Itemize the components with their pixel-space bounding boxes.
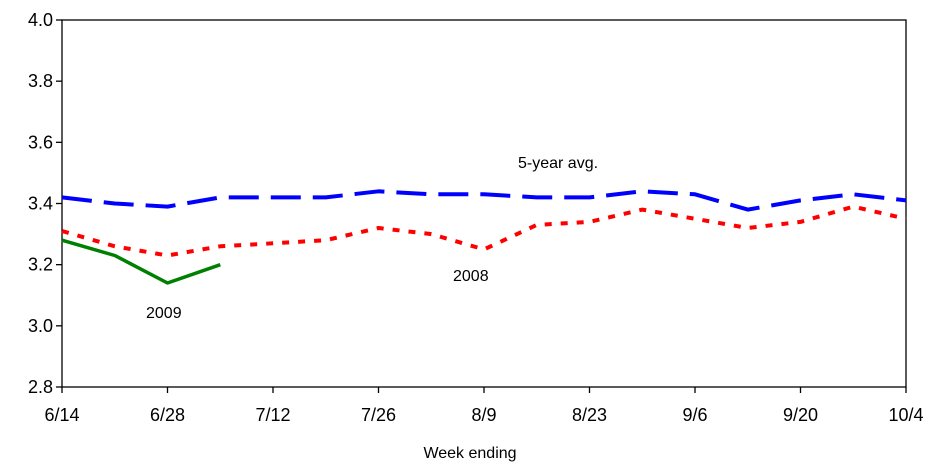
series-line-2008 <box>61 204 907 258</box>
series-lines <box>61 189 907 285</box>
series-label-2009: 2009 <box>146 305 182 322</box>
x-tick-label: 7/26 <box>361 405 396 425</box>
y-tick-label: 3.6 <box>28 132 53 152</box>
x-tick-label: 9/20 <box>783 405 818 425</box>
x-tick-label: 6/28 <box>150 405 185 425</box>
y-tick-label: 3.4 <box>28 194 53 214</box>
x-axis: 6/14 6/28 7/12 7/26 8/9 8/23 9/6 9/20 10/4 <box>44 387 924 425</box>
x-axis-title: Week ending <box>423 445 516 462</box>
x-tick-label: 8/23 <box>572 405 607 425</box>
x-tick-label: 8/9 <box>471 405 496 425</box>
y-tick-label: 4.0 <box>28 10 53 30</box>
y-tick-label: 3.2 <box>28 255 53 275</box>
y-axis: 2.8 3.0 3.2 3.4 3.6 3.8 4.0 <box>28 10 62 397</box>
x-tick-label: 9/6 <box>682 405 707 425</box>
series-line-5yr-avg <box>61 189 907 212</box>
y-tick-label: 3.0 <box>28 316 53 336</box>
plot-area <box>61 19 907 388</box>
x-tick-label: 7/12 <box>255 405 290 425</box>
series-line-2009 <box>61 238 221 285</box>
series-label-5yr: 5-year avg. <box>518 155 598 172</box>
y-tick-label: 2.8 <box>28 377 53 397</box>
series-label-2008: 2008 <box>453 268 489 285</box>
x-tick-label: 10/4 <box>888 405 923 425</box>
y-tick-label: 3.8 <box>28 71 53 91</box>
series-labels: 5-year avg. 2008 2009 <box>146 155 598 322</box>
x-tick-label: 6/14 <box>44 405 79 425</box>
